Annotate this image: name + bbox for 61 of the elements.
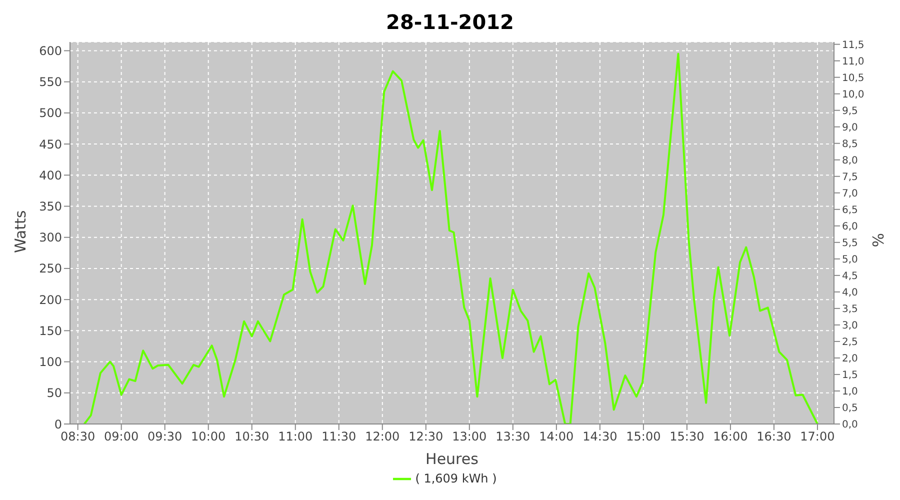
- x-tick-label: 09:00: [104, 430, 139, 444]
- x-tick-label: 08:30: [60, 430, 96, 444]
- y2-tick-label: 0,5: [842, 403, 858, 414]
- line-series: [83, 52, 818, 424]
- y2-tick-label: 6,0: [842, 221, 858, 232]
- y2-tick-label: 9,0: [842, 122, 858, 134]
- y-tick-label: 300: [39, 230, 62, 245]
- y-tick-label: 450: [39, 137, 62, 152]
- y-tick-label: 600: [39, 44, 62, 58]
- y-axis-title: Watts: [11, 210, 30, 253]
- y2-tick-label: 0,0: [842, 420, 858, 431]
- y-tick-label: 100: [39, 355, 62, 370]
- y-tick-label: 500: [39, 106, 62, 120]
- x-tick-label: 11:00: [278, 430, 313, 444]
- y2-tick-label: 11,0: [842, 56, 864, 68]
- y2-tick-label: 8,0: [842, 155, 858, 166]
- y2-tick-label: 6,5: [842, 204, 858, 216]
- y2-tick-label: 3,0: [842, 320, 858, 332]
- x-tick-label: 16:00: [713, 430, 748, 444]
- chart-title: 28-11-2012: [385, 9, 515, 36]
- y2-tick-label: 7,5: [842, 172, 858, 183]
- y2-tick-label: 2,0: [842, 354, 858, 365]
- y2-tick-label: 1,5: [842, 370, 858, 382]
- x-tick-label: 12:00: [365, 430, 400, 444]
- y-tick-label: 350: [39, 200, 62, 214]
- y-tick-label: 250: [39, 262, 62, 276]
- y2-tick-label: 3,5: [842, 304, 858, 315]
- y2-tick-label: 4,0: [842, 287, 858, 298]
- x-tick-label: 13:30: [496, 430, 530, 444]
- y2-tick-label: 4,5: [842, 270, 858, 282]
- y2-axis-title: %: [869, 233, 888, 248]
- y2-tick-label: 5,5: [842, 238, 858, 249]
- y2-tick-label: 2,5: [842, 337, 858, 348]
- y2-tick-label: 8,5: [842, 138, 858, 150]
- y2-tick-label: 9,5: [842, 106, 858, 117]
- y-tick-label: 50: [46, 386, 62, 400]
- legend-label: ( 1,609 kWh ): [415, 471, 497, 486]
- x-tick-label: 17:00: [800, 430, 835, 444]
- x-axis-title: Heures: [426, 450, 479, 468]
- x-tick-label: 14:30: [582, 430, 618, 444]
- y-tick-label: 0: [54, 417, 62, 432]
- y2-tick-label: 7,0: [842, 188, 858, 200]
- x-tick-label: 13:00: [452, 430, 487, 444]
- x-tick-label: 14:00: [539, 430, 574, 444]
- x-tick-label: 09:30: [148, 430, 182, 444]
- y2-tick-label: 11,5: [842, 40, 864, 51]
- x-tick-label: 10:00: [191, 430, 226, 444]
- x-tick-label: 15:00: [626, 430, 661, 444]
- y-tick-label: 150: [39, 324, 62, 338]
- x-tick-label: 12:30: [408, 430, 444, 444]
- y-tick-label: 200: [39, 292, 62, 307]
- y2-tick-label: 5,0: [842, 254, 858, 266]
- x-tick-label: 15:30: [670, 430, 704, 444]
- x-tick-label: 10:30: [234, 430, 270, 444]
- y-tick-label: 550: [39, 75, 62, 90]
- y2-tick-label: 10,5: [842, 72, 864, 84]
- y-tick-label: 400: [39, 168, 62, 182]
- y2-tick-label: 1,0: [842, 386, 858, 398]
- y2-tick-label: 10,0: [842, 89, 864, 100]
- x-tick-label: 16:30: [756, 430, 792, 444]
- x-tick-label: 11:30: [322, 430, 356, 444]
